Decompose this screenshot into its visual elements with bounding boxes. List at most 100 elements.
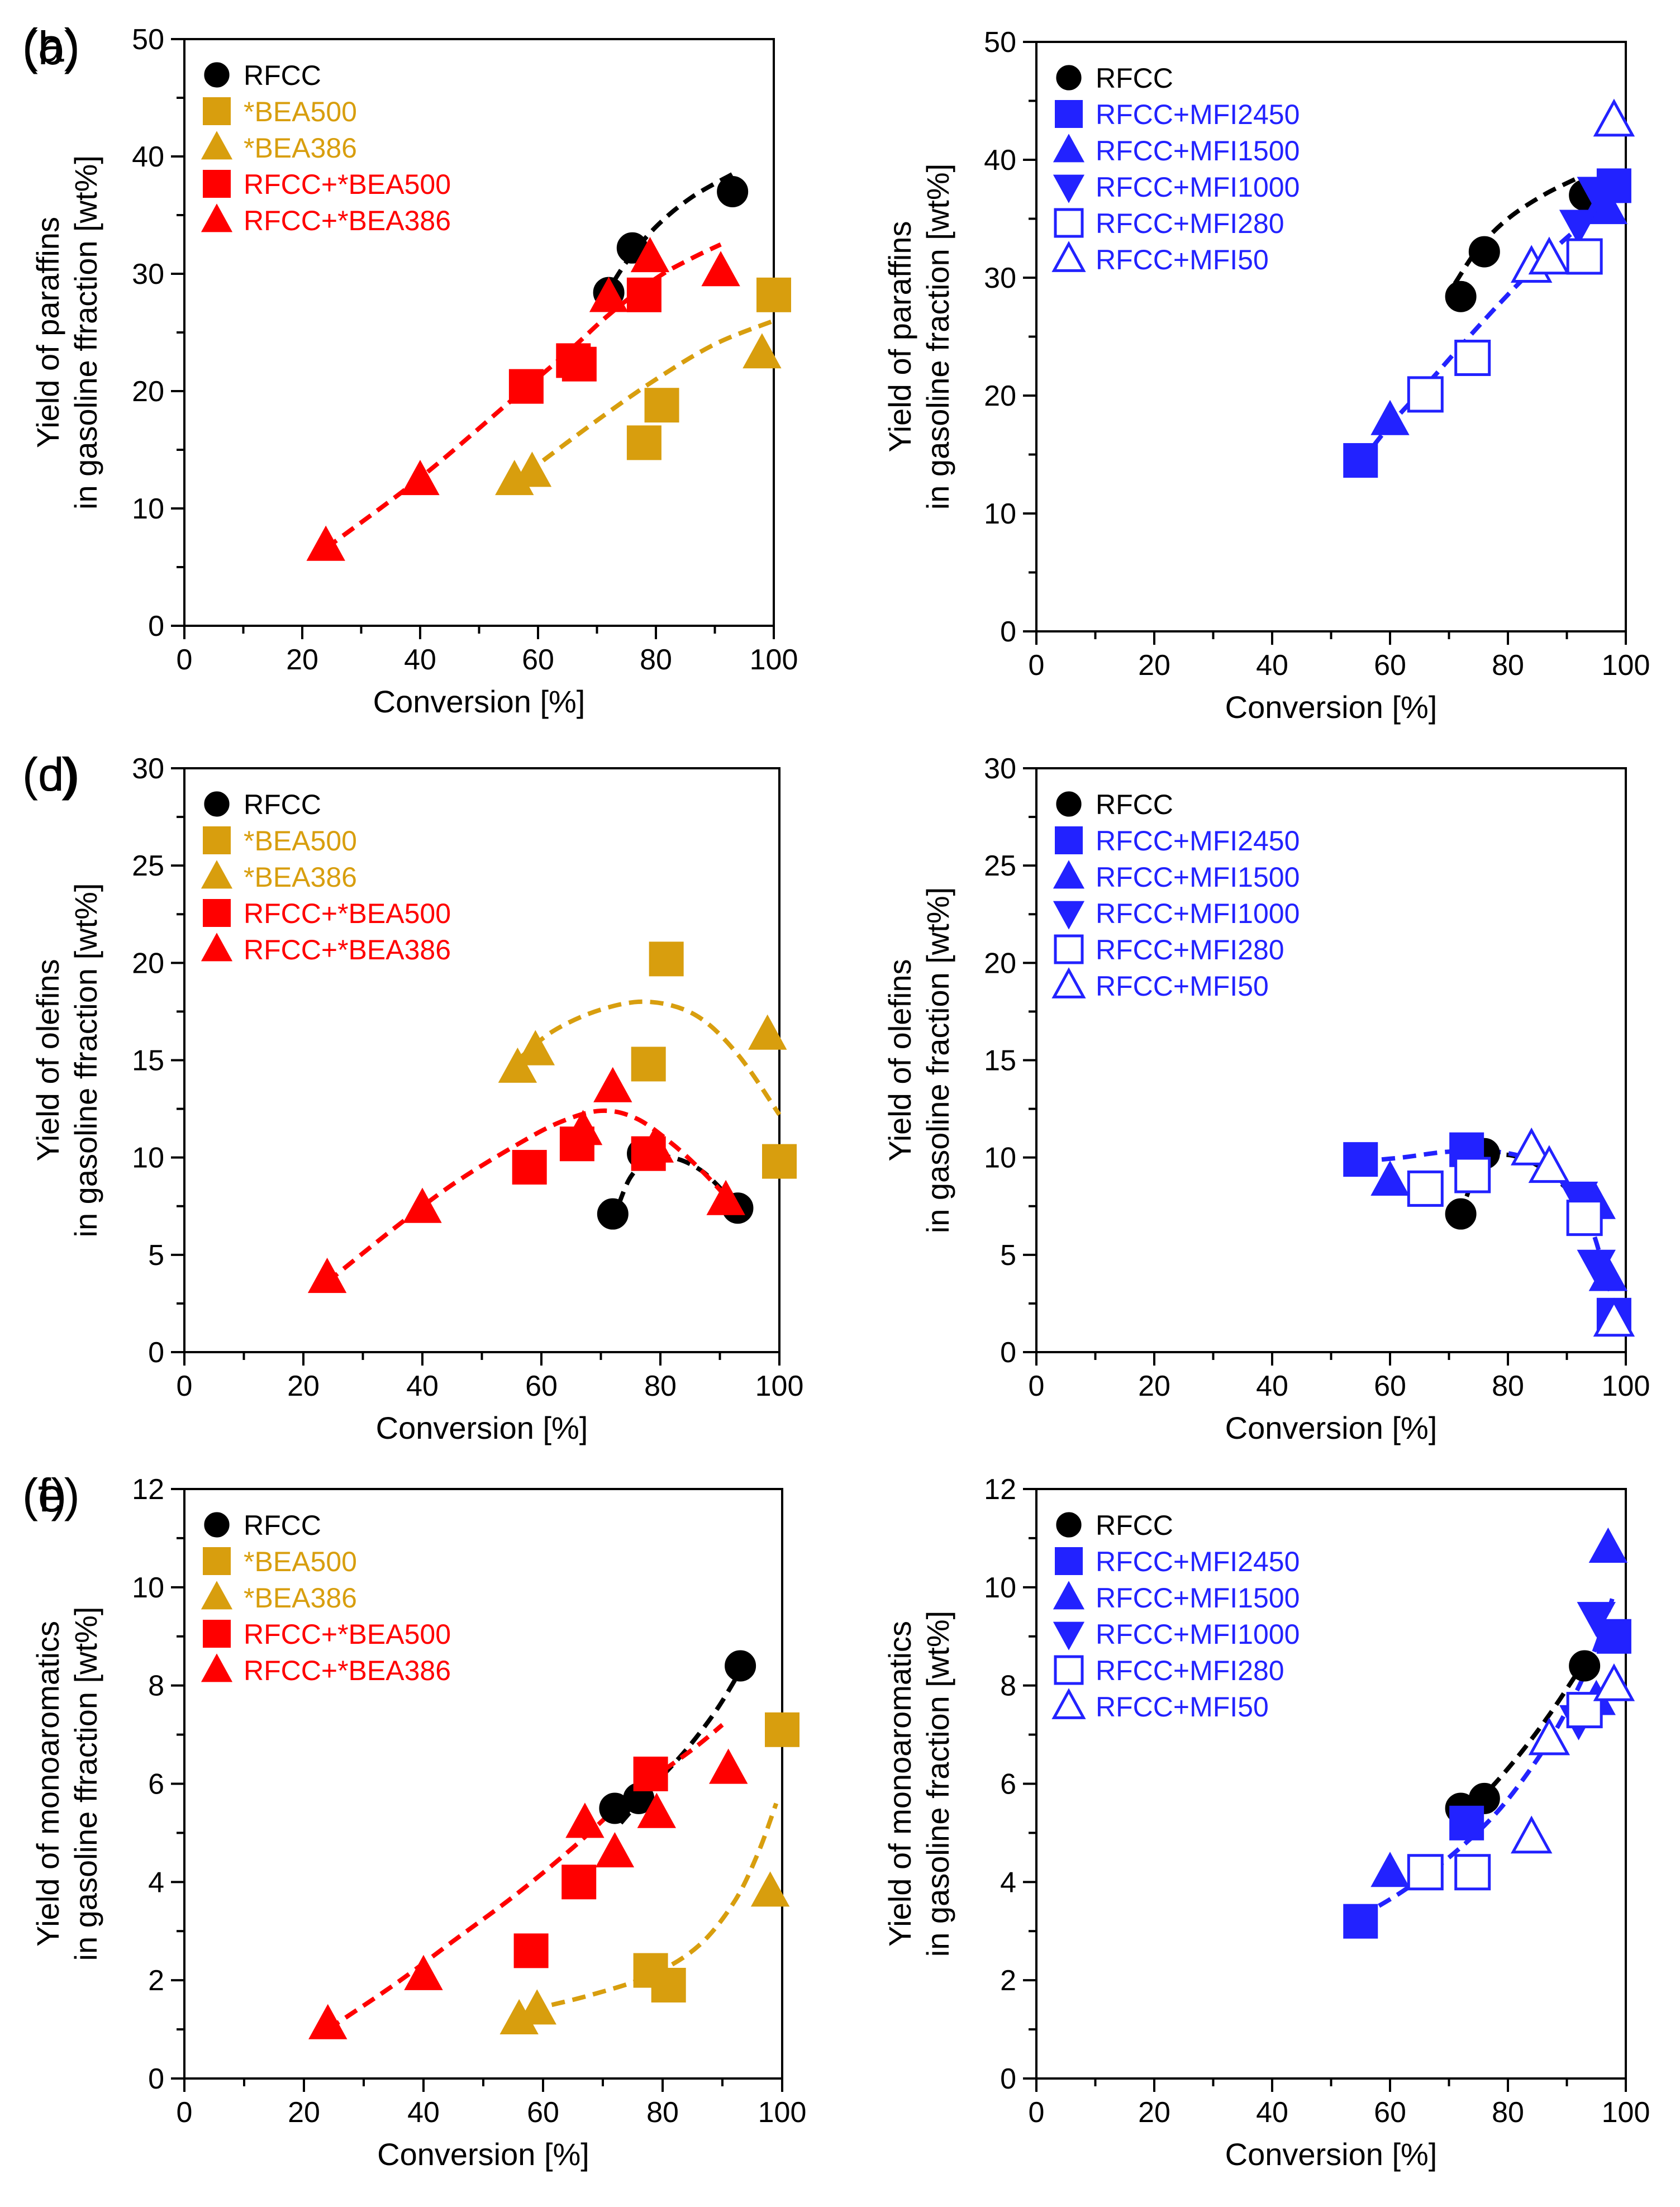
panel-f-legend: RFCC RFCC+MFI2450 RFCC+MFI1500 RFCC+MFI1000… — [1051, 1510, 1300, 1723]
data-point — [597, 1198, 629, 1230]
series--bea386 — [499, 1871, 790, 2034]
data-point — [1577, 1602, 1616, 1638]
data-point — [1449, 1805, 1484, 1840]
panel-a-y-axis-label: Yield of paraffinsin gasoline ffraction … — [30, 155, 103, 510]
data-point — [1569, 1650, 1601, 1682]
data-point — [649, 941, 684, 977]
series--bea500 — [626, 277, 791, 460]
y-tick-label: 0 — [148, 2063, 164, 2095]
series-rfcc-mfi1000 — [1559, 177, 1616, 245]
panel-e-legend: RFCC *BEA500 *BEA386 RFCC+*BEA500 RFCC+*BEA3… — [201, 1510, 451, 1686]
y-tick-label: 5 — [1000, 1239, 1016, 1272]
data-point — [595, 1832, 635, 1868]
legend-label: RFCC+MFI1500 — [1096, 862, 1300, 893]
data-point — [516, 1030, 555, 1066]
panel-c: (c) 0 20 40 60 80 100 Conversion [%] 0 5 10 15 20 25 3… — [22, 748, 803, 1445]
y-tick-label: 40 — [984, 144, 1016, 177]
x-tick-label: 60 — [1374, 2096, 1406, 2129]
data-point — [1407, 376, 1444, 413]
y-tick-label: 10 — [984, 1572, 1016, 1604]
x-tick-label: 80 — [1492, 649, 1524, 682]
data-point — [1588, 1527, 1628, 1563]
panel-b-label: (b) — [22, 22, 80, 74]
legend-marker — [1053, 134, 1085, 163]
y-tick-label: 4 — [148, 1866, 164, 1899]
legend-label: RFCC — [244, 60, 321, 91]
data-point — [1566, 1200, 1603, 1236]
legend-marker — [1054, 1655, 1084, 1685]
panel-c-label: (c) — [22, 748, 77, 801]
data-point — [633, 1756, 668, 1791]
data-point — [1370, 1160, 1410, 1196]
legend-label: RFCC+*BEA386 — [244, 205, 451, 236]
series-rfcc-mfi280 — [1407, 238, 1603, 413]
data-point — [717, 176, 749, 207]
legend-label: RFCC — [1096, 1510, 1173, 1541]
data-point — [1593, 1298, 1635, 1337]
data-point — [631, 1047, 666, 1082]
data-point — [1559, 210, 1598, 245]
y-tick-label: 30 — [132, 753, 164, 785]
y-tick-label: 15 — [984, 1045, 1016, 1077]
x-tick-label: 80 — [646, 2096, 679, 2129]
legend-label: *BEA500 — [244, 1546, 357, 1577]
y-tick-label: 0 — [1000, 616, 1016, 648]
data-point — [1510, 1815, 1553, 1854]
legend-marker — [1054, 934, 1084, 964]
panel-d-x-axis-label: Conversion [%] — [1225, 1410, 1438, 1445]
legend-marker — [1053, 1581, 1085, 1610]
y-tick-label: 50 — [132, 23, 164, 56]
panel-f-frame — [1035, 1488, 1627, 2080]
x-tick-label: 20 — [286, 644, 318, 676]
legend-label: RFCC+MFI280 — [1096, 1655, 1284, 1686]
legend-marker — [1056, 65, 1082, 91]
data-point — [1445, 1198, 1477, 1230]
data-point — [762, 1144, 797, 1179]
series-rfcc — [597, 1138, 754, 1230]
data-point — [1343, 1142, 1378, 1177]
legend-label: *BEA500 — [244, 96, 357, 127]
legend-marker — [204, 1512, 230, 1538]
y-tick-label: 20 — [984, 947, 1016, 979]
data-point — [635, 1127, 674, 1163]
y-tick-label: 25 — [984, 850, 1016, 882]
x-tick-label: 80 — [640, 644, 672, 676]
legend-label: RFCC+MFI1000 — [1096, 1619, 1300, 1650]
panel-f-y-axis-label: Yield of monoaromaticsin gasoline fracti… — [882, 1611, 955, 1957]
data-point — [512, 1150, 547, 1185]
x-tick-label: 40 — [407, 2096, 440, 2129]
series-rfcc-bea500 — [508, 277, 661, 404]
legend-marker — [1055, 1547, 1083, 1575]
data-point — [709, 1748, 748, 1784]
legend-marker — [204, 791, 230, 817]
trend-line — [516, 999, 782, 1116]
data-point — [748, 1014, 787, 1050]
y-tick-label: 30 — [132, 258, 164, 291]
x-tick-label: 20 — [1138, 2096, 1170, 2129]
panel-f-label: (f) — [22, 1469, 66, 1521]
legend-label: RFCC+MFI1000 — [1096, 172, 1300, 203]
legend-marker — [1051, 241, 1086, 272]
series-rfcc-mfi50 — [1510, 98, 1635, 283]
data-point — [1528, 1145, 1570, 1183]
legend-label: RFCC+MFI1500 — [1096, 135, 1300, 167]
y-tick-label: 10 — [132, 1142, 164, 1174]
x-tick-label: 40 — [406, 1370, 439, 1402]
data-point — [1510, 1128, 1553, 1166]
data-point — [561, 346, 597, 382]
x-tick-label: 0 — [1029, 649, 1045, 682]
data-point — [308, 2004, 348, 2039]
x-tick-label: 40 — [1256, 649, 1288, 682]
trend-line — [1453, 175, 1580, 285]
x-tick-label: 80 — [1492, 2096, 1524, 2129]
legend-marker — [201, 933, 233, 962]
legend-marker — [1055, 826, 1083, 854]
panel-a-y-axis: 0 10 20 30 40 50 Yield of paraffinsin gasoline… — [30, 23, 184, 643]
panel-b-x-axis: 0 20 40 60 80 100 Conversion [%] — [1029, 631, 1650, 725]
data-point — [1454, 339, 1491, 376]
y-tick-label: 30 — [984, 753, 1016, 785]
y-tick-label: 6 — [1000, 1768, 1016, 1801]
legend-label: RFCC+*BEA500 — [244, 1619, 451, 1650]
legend-marker — [201, 203, 233, 232]
series-rfcc-mfi50 — [1510, 1663, 1635, 1854]
